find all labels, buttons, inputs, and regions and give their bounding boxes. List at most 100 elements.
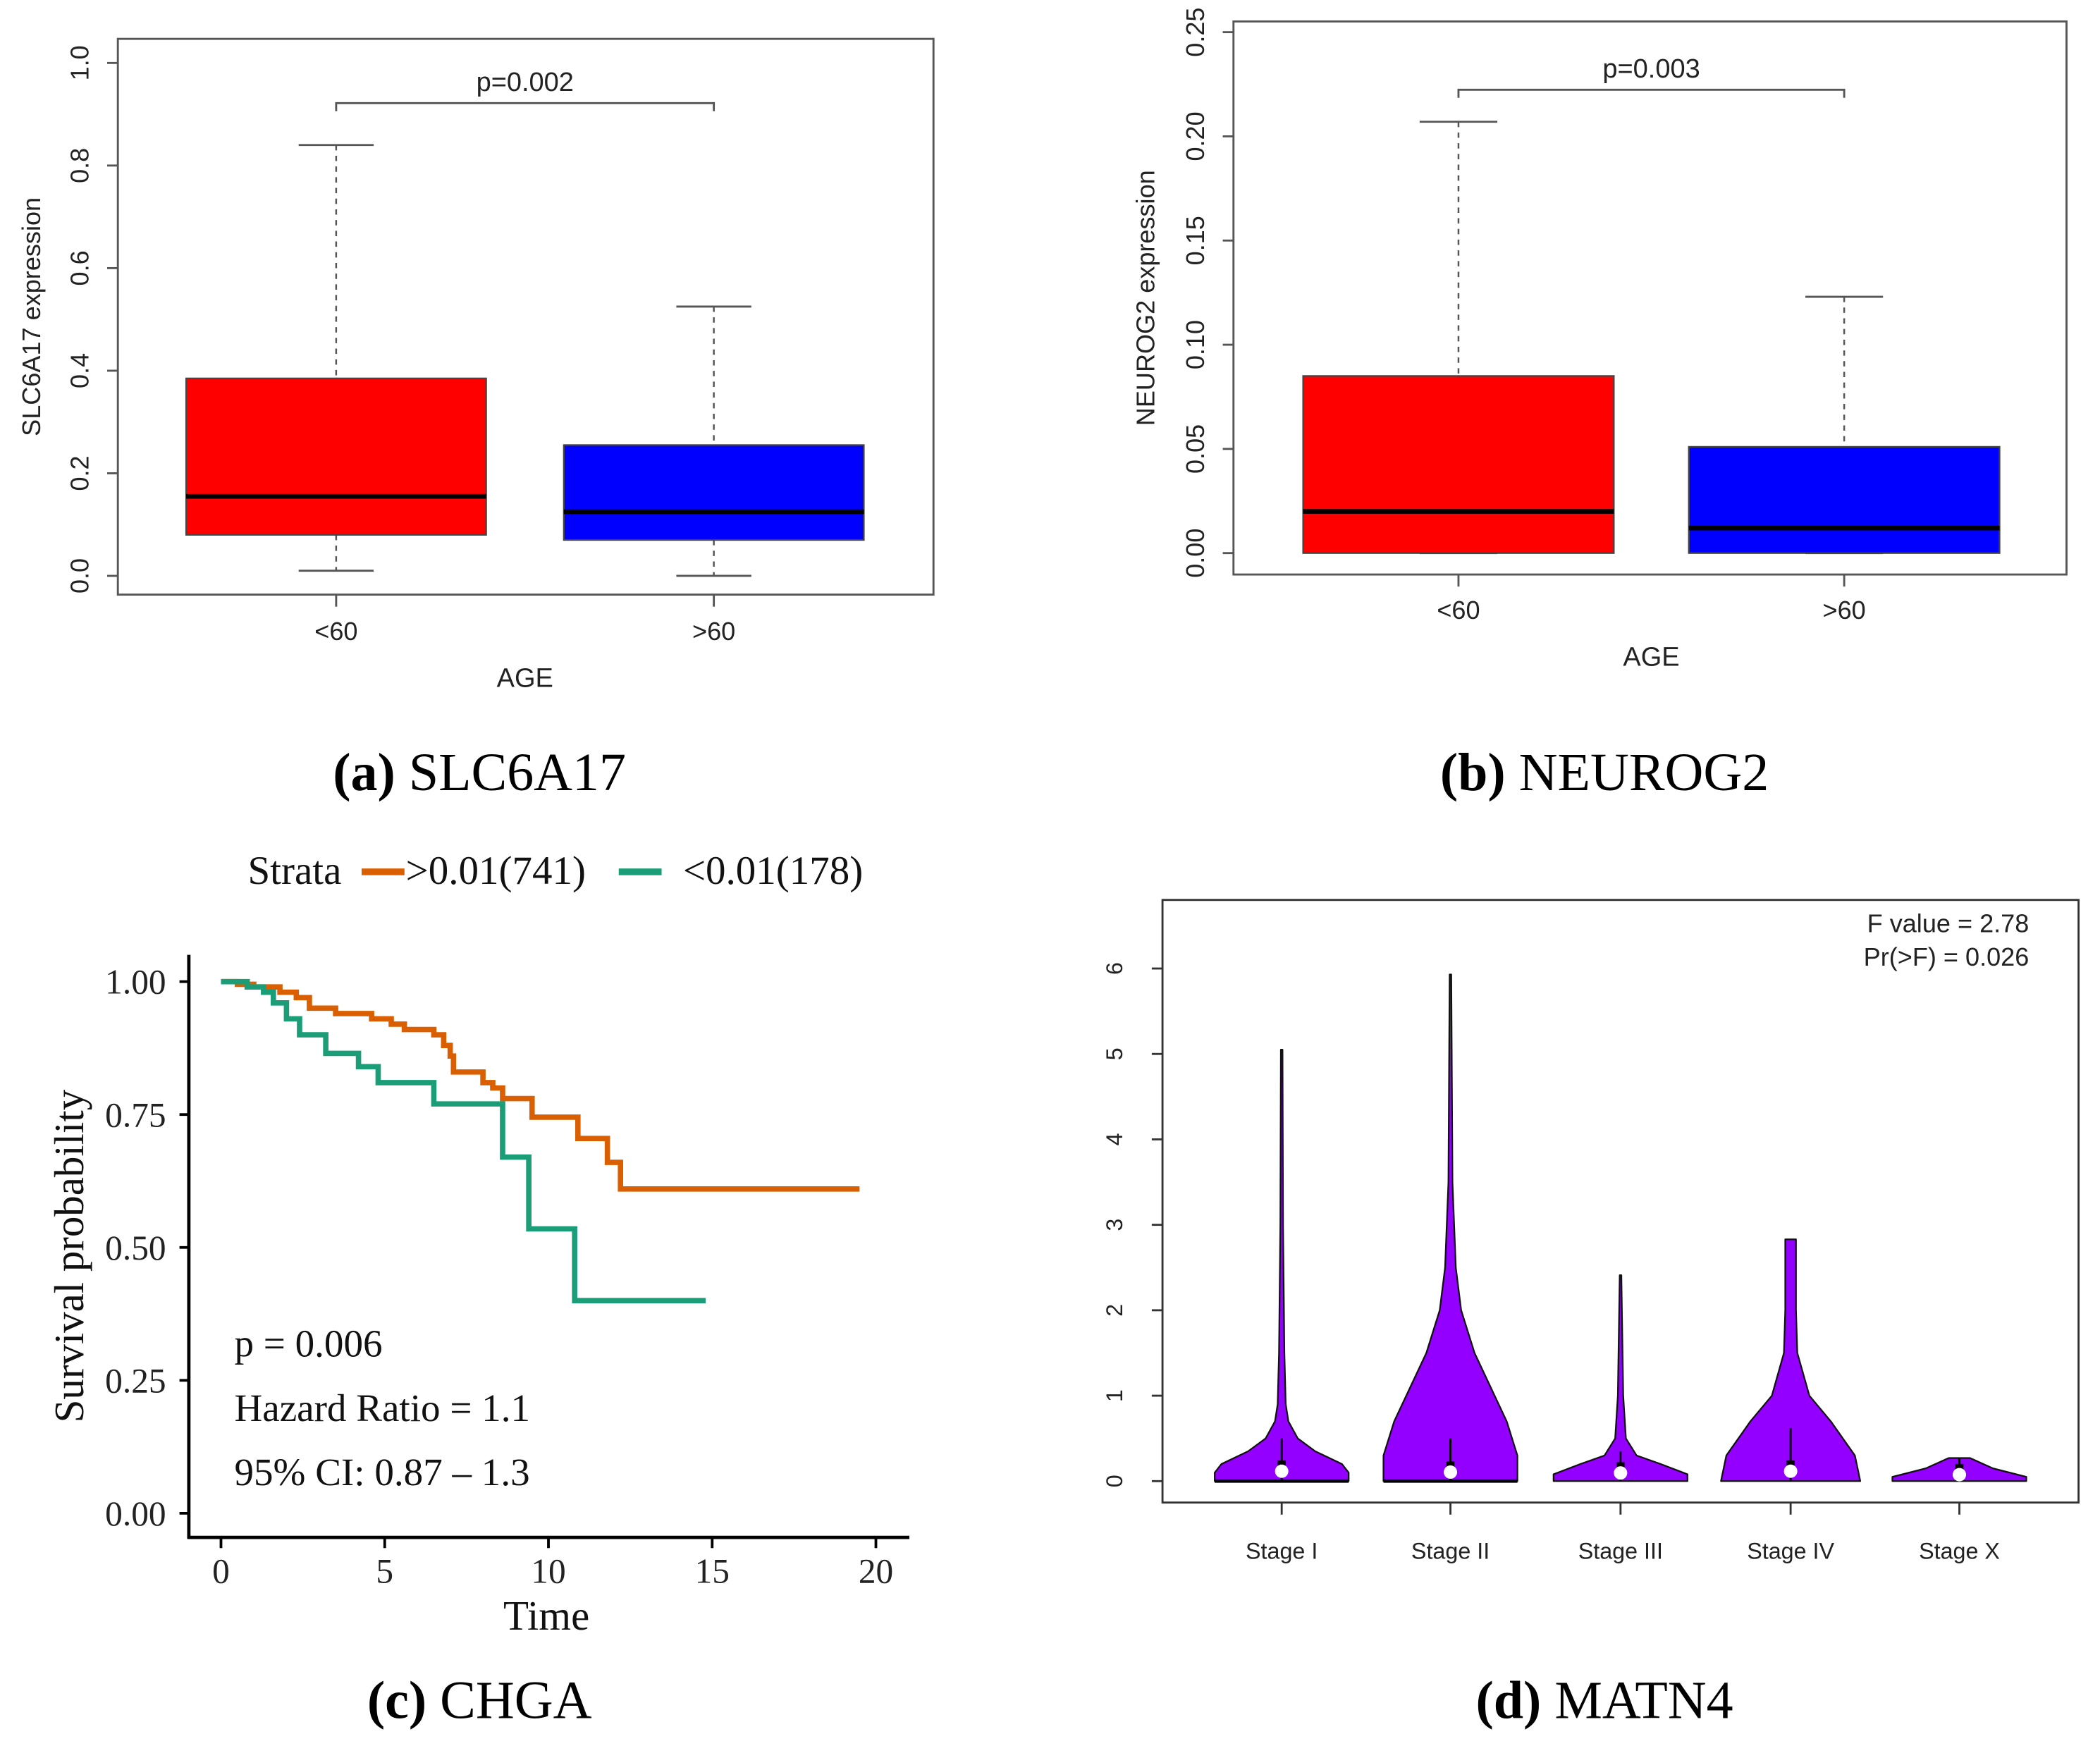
y-tick-label: 0.15 [1181,216,1210,265]
x-tick-label: 10 [531,1552,565,1591]
y-axis-label: NEUROG2 expression [1131,170,1160,426]
x-tick-label: 0 [212,1552,230,1591]
violin-stage-iv [1720,1238,1862,1482]
p-value-label: Pr(>F) = 0.026 [1864,942,2030,971]
x-tick-label: 15 [695,1552,730,1591]
median-dot [1614,1466,1628,1480]
median-dot [1953,1468,1967,1482]
x-tick-label: <60 [1437,596,1480,625]
panel-a-slc6a17-boxplot: 0.0 0.2 0.4 0.6 0.8 1.0 SLC6A17 expression <60 >… [17,37,935,802]
iqr-box [1302,375,1615,554]
caption-gene: NEUROG2 [1506,743,1769,802]
x-tick-label: >60 [1823,596,1866,625]
violin-stage-i [1214,1049,1350,1483]
y-tick-label: 0.05 [1181,424,1210,474]
plot-frame [1232,20,2068,576]
box-under-60 [185,144,487,572]
violin-stage-ii [1382,973,1518,1483]
legend-label-low: <0.01(178) [683,849,863,893]
x-axis-label: AGE [497,664,553,694]
x-tick-label: 5 [376,1552,393,1591]
panel-caption: (b) NEUROG2 [1440,743,1769,802]
median-dot [1783,1464,1798,1478]
violin-body [1214,1049,1350,1482]
violin-body [1720,1238,1862,1482]
box-over-60 [563,305,865,577]
confidence-interval-label: 95% CI: 0.87 – 1.3 [234,1451,529,1494]
y-tick-label: 2 [1102,1304,1127,1317]
survival-curve-low [221,978,706,1303]
violin-stage-iii [1552,1274,1688,1482]
y-tick-label: 0.00 [1181,529,1210,578]
y-tick-label: 0 [1102,1475,1127,1487]
y-tick-label: 0.50 [105,1229,166,1267]
x-tick-label: <60 [314,617,357,646]
caption-gene: CHGA [426,1671,591,1730]
violin-body [1382,973,1518,1482]
caption-letter: (b) [1440,743,1506,802]
violin-stage-x [1891,1457,2027,1482]
x-tick-label: >60 [692,617,735,646]
y-tick-label: 0.2 [65,455,94,491]
y-tick-label: 0.00 [105,1494,166,1533]
y-tick-label: 0.0 [65,558,94,593]
y-tick-label: 0.8 [65,148,94,183]
y-tick-label: 0.4 [65,353,94,388]
x-axis-label: AGE [1623,642,1679,672]
x-tick-label: Stage III [1578,1538,1663,1563]
legend: Strata >0.01(741) <0.01(178) [247,849,863,893]
y-tick-label: 0.20 [1181,111,1210,161]
y-tick-label: 0.25 [1181,8,1210,57]
x-tick-label: 20 [859,1552,893,1591]
y-tick-label: 0.75 [105,1095,166,1134]
y-axis-label: Survival probability [47,1089,92,1422]
y-tick-label: 5 [1102,1047,1127,1060]
f-value-label: F value = 2.78 [1867,909,2030,937]
y-tick-label: 0.6 [65,250,94,285]
legend-label-high: >0.01(741) [406,849,586,893]
significance-bracket [1457,88,1846,98]
median-dot [1444,1465,1458,1479]
survival-curve-high [221,978,860,1192]
iqr-box [185,377,487,536]
violin-body [1552,1274,1688,1482]
hazard-ratio-label: Hazard Ratio = 1.1 [234,1386,530,1429]
y-tick-label: 1 [1102,1389,1127,1402]
panel-b-neurog2-boxplot: 0.00 0.05 0.10 0.15 0.20 0.25 NEUROG2 expressi… [1131,8,2068,802]
y-tick-label: 4 [1102,1133,1127,1145]
y-tick-label: 0.10 [1181,320,1210,369]
x-tick-label: Stage IV [1747,1538,1834,1563]
box-under-60 [1302,121,1615,555]
plot-frame [116,37,935,596]
iqr-box [1688,445,2001,554]
y-tick-label: 0.25 [105,1361,166,1400]
x-axis-label: Time [503,1593,589,1639]
panel-caption: (a) SLC6A17 [333,743,626,802]
panel-d-matn4-violin-plot: 0 1 2 3 4 5 6 Stage I Stage II Stage III Stage IV S… [1102,899,2080,1730]
box-over-60 [1688,295,2001,555]
x-tick-label: Stage X [1919,1538,2000,1563]
p-value-label: p=0.002 [477,68,574,97]
y-tick-label: 6 [1102,962,1127,975]
caption-gene: MATN4 [1541,1671,1733,1730]
significance-bracket [335,102,716,111]
caption-letter: (c) [367,1671,426,1730]
panel-caption: (c) CHGA [367,1671,592,1730]
x-tick-label: Stage II [1411,1538,1490,1563]
caption-letter: (a) [333,743,395,802]
iqr-box [563,444,865,541]
median-dot [1275,1464,1289,1478]
x-tick-label: Stage I [1246,1538,1318,1563]
y-tick-label: 1.00 [105,963,166,1002]
p-value-label: p = 0.006 [234,1322,382,1365]
y-tick-label: 1.0 [65,45,94,80]
caption-letter: (d) [1475,1671,1541,1730]
panel-caption: (d) MATN4 [1475,1671,1733,1730]
p-value-label: p=0.003 [1602,54,1700,84]
y-tick-label: 3 [1102,1219,1127,1231]
caption-gene: SLC6A17 [395,743,626,802]
legend-title: Strata [247,849,341,893]
y-axis-label: SLC6A17 expression [17,197,46,436]
panel-c-chga-survival-plot: 0.00 0.25 0.50 0.75 1.00 0 5 10 15 20 Time Survival… [47,849,910,1730]
